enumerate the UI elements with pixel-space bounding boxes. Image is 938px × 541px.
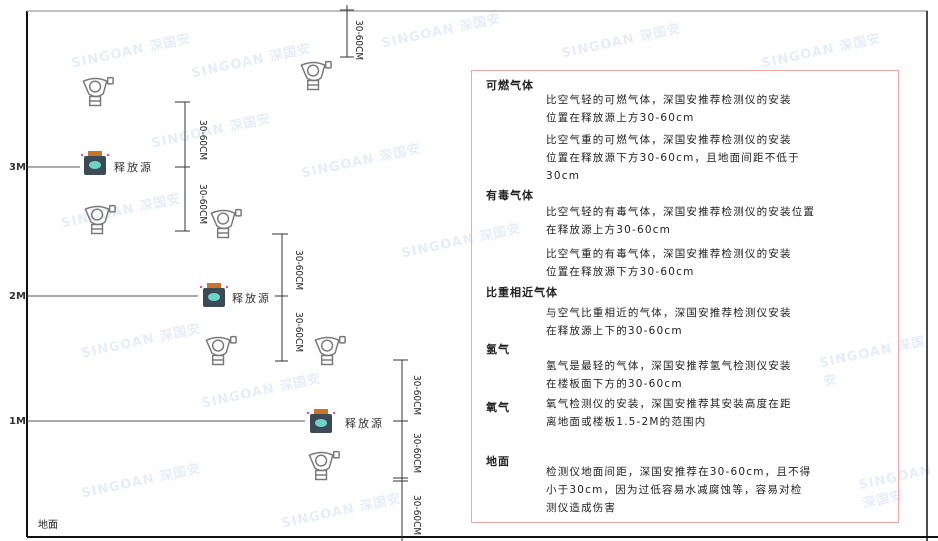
gas-detector-icon	[314, 335, 346, 366]
similar-density-text: 与空气比重相近的气体，深国安推荐检测仪安装 在释放源上下的30-60cm	[546, 304, 891, 340]
text-line: 位置在释放源上方30-60cm	[546, 112, 695, 124]
text-line: 离地面或楼板1.5-2M的范围内	[546, 416, 707, 428]
level-label-3m: 3M	[9, 162, 26, 173]
toxic-heavier-text: 比空气重的有毒气体，深国安推荐检测仪的安装 位置在释放源下方30-60cm	[546, 245, 891, 281]
dimension-label: 30-60CM	[353, 20, 364, 61]
gas-detector-icon	[205, 335, 237, 366]
text-line: 比空气轻的有毒气体，深国安推荐检测仪的安装位置	[546, 206, 816, 218]
oxygen-text: 氧气检测仪的安装，深国安推荐其安装高度在距 离地面或楼板1.5-2M的范围内	[546, 395, 891, 431]
text-line: 位置在释放源下方30-60cm，且地面间距不低于	[546, 152, 800, 164]
dimension-label: 30-60CM	[411, 433, 422, 474]
source-label: 释放源	[114, 161, 153, 174]
gas-source-icon	[200, 283, 228, 307]
gas-detector-icon	[210, 208, 242, 239]
gas-detector-icon	[308, 450, 340, 481]
text-line: 在释放源上下的30-60cm	[546, 325, 683, 337]
toxic-title: 有毒气体	[486, 189, 534, 202]
text-line: 氢气是最轻的气体，深国安推荐氢气检测仪安装	[546, 360, 792, 372]
toxic-lighter-text: 比空气轻的有毒气体，深国安推荐检测仪的安装位置 在释放源上方30-60cm	[546, 203, 896, 239]
text-line: 在楼板面下方的30-60cm	[546, 378, 683, 390]
text-line: 30cm	[546, 170, 581, 182]
source-label: 释放源	[232, 292, 271, 305]
gas-detector-icon	[300, 60, 332, 91]
installation-guide-box: 可燃气体 比空气轻的可燃气体，深国安推荐检测仪的安装 位置在释放源上方30-60…	[471, 70, 899, 523]
combustible-title: 可燃气体	[486, 79, 534, 92]
text-line: 测仪造成伤害	[546, 502, 617, 514]
oxygen-title: 氧气	[486, 401, 510, 414]
gas-source-icon	[81, 151, 109, 175]
source-label: 释放源	[345, 417, 384, 430]
hydrogen-text: 氢气是最轻的气体，深国安推荐氢气检测仪安装 在楼板面下方的30-60cm	[546, 357, 891, 393]
similar-density-title: 比重相近气体	[486, 286, 558, 299]
text-line: 位置在释放源下方30-60cm	[546, 266, 695, 278]
level-label-2m: 2M	[9, 291, 26, 302]
ground-title: 地面	[486, 455, 510, 468]
dimension-label: 30-60CM	[411, 495, 422, 536]
text-line: 在释放源上方30-60cm	[546, 224, 672, 236]
gas-detector-icon	[82, 76, 114, 107]
combustible-heavier-text: 比空气重的可燃气体，深国安推荐检测仪的安装 位置在释放源下方30-60cm，且地…	[546, 131, 891, 185]
text-line: 与空气比重相近的气体，深国安推荐检测仪安装	[546, 307, 792, 319]
dimension-lines	[175, 5, 408, 541]
combustible-lighter-text: 比空气轻的可燃气体，深国安推荐检测仪的安装 位置在释放源上方30-60cm	[546, 91, 891, 127]
text-line: 比空气重的有毒气体，深国安推荐检测仪的安装	[546, 248, 792, 260]
dimension-label: 30-60CM	[293, 250, 304, 291]
hydrogen-title: 氢气	[486, 343, 510, 356]
gas-source-icon	[307, 409, 335, 433]
text-line: 比空气轻的可燃气体，深国安推荐检测仪的安装	[546, 94, 792, 106]
text-line: 小于30cm，因为过低容易水减腐蚀等，容易对检	[546, 484, 803, 496]
text-line: 氧气检测仪的安装，深国安推荐其安装高度在距	[546, 398, 792, 410]
text-line: 检测仪地面间距，深国安推荐在30-60cm，且不得	[546, 466, 812, 478]
dimension-label: 30-60CM	[197, 120, 208, 161]
text-line: 比空气重的可燃气体，深国安推荐检测仪的安装	[546, 134, 792, 146]
level-label-1m: 1M	[9, 416, 26, 427]
dimension-label: 30-60CM	[411, 375, 422, 416]
dimension-label: 30-60CM	[293, 312, 304, 353]
gas-detector-icon	[84, 204, 116, 235]
ground-text: 检测仪地面间距，深国安推荐在30-60cm，且不得 小于30cm，因为过低容易水…	[546, 463, 896, 517]
ground-label: 地面	[38, 520, 58, 531]
